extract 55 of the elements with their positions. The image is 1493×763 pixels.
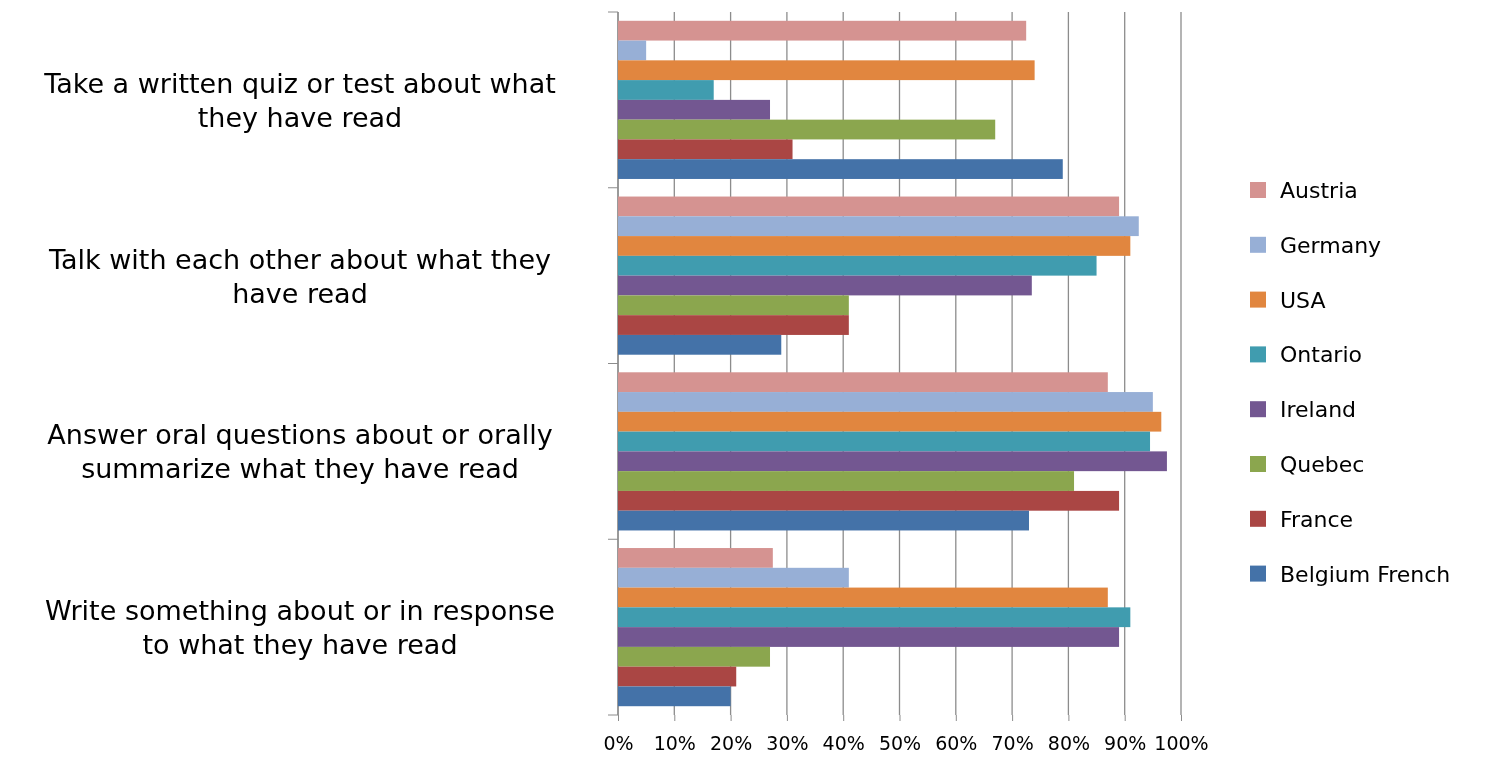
bar (618, 372, 1108, 393)
x-tick-label: 80% (1047, 732, 1091, 755)
legend-label: Ireland (1280, 397, 1357, 423)
bar (618, 275, 1032, 296)
y-tick-label: Take a written quiz or test about what they have read (43, 67, 556, 133)
bar (618, 216, 1139, 237)
legend-label: Austria (1280, 178, 1358, 203)
legend-label: Quebec (1280, 452, 1365, 477)
x-tick-label: 60% (935, 732, 978, 755)
x-tick-label: 20% (709, 732, 753, 755)
bar (618, 334, 782, 355)
legend-label: Belgium French (1280, 561, 1451, 587)
x-tick-label: 100% (1154, 732, 1209, 755)
bar (618, 411, 1162, 432)
bar (618, 60, 1035, 81)
bar (618, 119, 996, 140)
bar (618, 587, 1108, 608)
legend-label: Ontario (1280, 342, 1362, 368)
x-tick-label: 40% (822, 732, 865, 755)
bar (618, 471, 1075, 491)
legend-label: France (1280, 506, 1354, 532)
bar (618, 99, 771, 120)
y-tick-label: Talk with each other about what they have read (47, 243, 552, 309)
x-tick-label: 70% (991, 732, 1034, 755)
bar (618, 627, 1120, 647)
bar (618, 40, 647, 61)
bar (618, 431, 1151, 452)
bar (618, 159, 1063, 179)
x-tick-label: 10% (653, 732, 696, 755)
x-tick-label: 90% (1104, 732, 1147, 755)
y-tick-label: Write something about or in response to what they have read (45, 595, 555, 661)
legend-label: Germany (1280, 232, 1382, 258)
bar (618, 567, 849, 588)
bar (618, 295, 849, 316)
bar (618, 139, 793, 160)
x-tick-label: 30% (766, 732, 809, 755)
bar (618, 510, 1029, 531)
bar (618, 236, 1131, 256)
bar (618, 548, 773, 568)
bar (618, 686, 731, 707)
bar (618, 196, 1120, 217)
y-tick-label: Answer oral questions about or orally summarize what they have read (47, 419, 553, 485)
x-tick-label: 50% (878, 732, 922, 755)
bar (618, 315, 849, 335)
bar (618, 490, 1120, 511)
bar (618, 666, 737, 687)
bar (618, 80, 714, 100)
bar (618, 451, 1167, 472)
bar (618, 392, 1153, 412)
bar (618, 607, 1131, 628)
x-tick-label: 0% (603, 732, 634, 755)
legend-label: USA (1280, 287, 1326, 313)
bar (618, 646, 771, 667)
bar (618, 255, 1097, 276)
bar (618, 20, 1027, 41)
